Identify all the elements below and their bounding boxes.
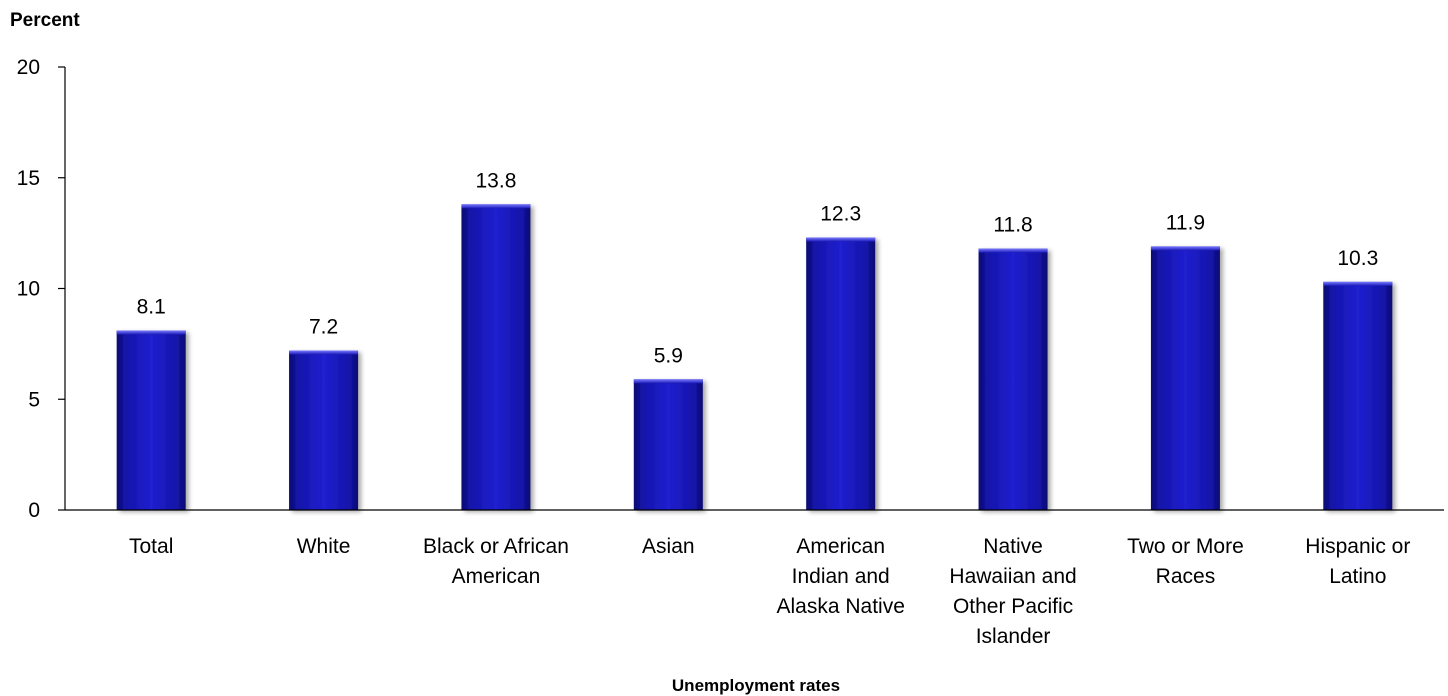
y-axis-title: Percent	[10, 10, 80, 31]
bar	[289, 350, 359, 510]
x-tick-label: Two or More Races	[1127, 535, 1244, 588]
bar-top-highlight	[289, 350, 359, 355]
bar-group: 12.3	[806, 203, 876, 510]
x-tick-label: American Indian and Alaska Native	[776, 535, 904, 618]
data-label: 13.8	[476, 169, 517, 192]
data-label: 11.8	[993, 214, 1032, 237]
y-tick-label: 5	[28, 388, 40, 411]
y-axis: 0 5 10 15 20	[17, 56, 66, 522]
bar-top-highlight	[461, 204, 531, 209]
data-label: 10.3	[1337, 247, 1378, 270]
data-label: 11.9	[1166, 211, 1205, 234]
x-tick-label: White	[297, 535, 351, 558]
y-tick-label: 20	[17, 56, 40, 79]
bar-top-highlight	[633, 379, 703, 384]
x-tick-label: Native Hawaiian and Other Pacific Islander	[949, 535, 1076, 648]
bar-group: 8.1	[116, 296, 186, 510]
bar-top-highlight	[978, 248, 1048, 253]
data-label: 7.2	[309, 316, 338, 339]
bar-top-highlight	[806, 237, 876, 242]
x-axis-title: Unemployment rates	[672, 676, 840, 695]
bar-group: 5.9	[633, 344, 703, 510]
bar-top-highlight	[1150, 246, 1220, 251]
bar-group: 7.2	[289, 316, 359, 510]
y-tick-label: 0	[28, 499, 40, 522]
bar-group: 11.8	[978, 214, 1048, 510]
x-tick-label: Asian	[642, 535, 695, 558]
bar	[1150, 246, 1220, 511]
bar-group: 13.8	[461, 169, 531, 510]
bars: 8.1 7.2 13.8 5.9 12.3 11.8 11.9 10.3	[116, 169, 1393, 511]
data-label: 12.3	[820, 203, 861, 226]
bar-top-highlight	[116, 330, 186, 335]
data-label: 8.1	[137, 296, 166, 319]
data-label: 5.9	[654, 344, 683, 367]
bar-group: 11.9	[1150, 211, 1220, 511]
bar	[461, 204, 531, 510]
x-tick-label: Total	[129, 535, 173, 558]
bar-group: 10.3	[1323, 247, 1393, 510]
y-tick-label: 10	[17, 278, 40, 301]
x-tick-label: Black or African American	[423, 535, 569, 588]
bar-top-highlight	[1323, 281, 1393, 286]
bar	[633, 379, 703, 510]
x-axis: Total White Black or African American Asian A…	[65, 509, 1444, 648]
bar	[806, 237, 876, 510]
bar	[116, 330, 186, 510]
y-tick-label: 15	[17, 167, 40, 190]
bar	[978, 248, 1048, 510]
bar	[1323, 281, 1393, 510]
x-tick-label: Hispanic or Latino	[1305, 535, 1410, 588]
